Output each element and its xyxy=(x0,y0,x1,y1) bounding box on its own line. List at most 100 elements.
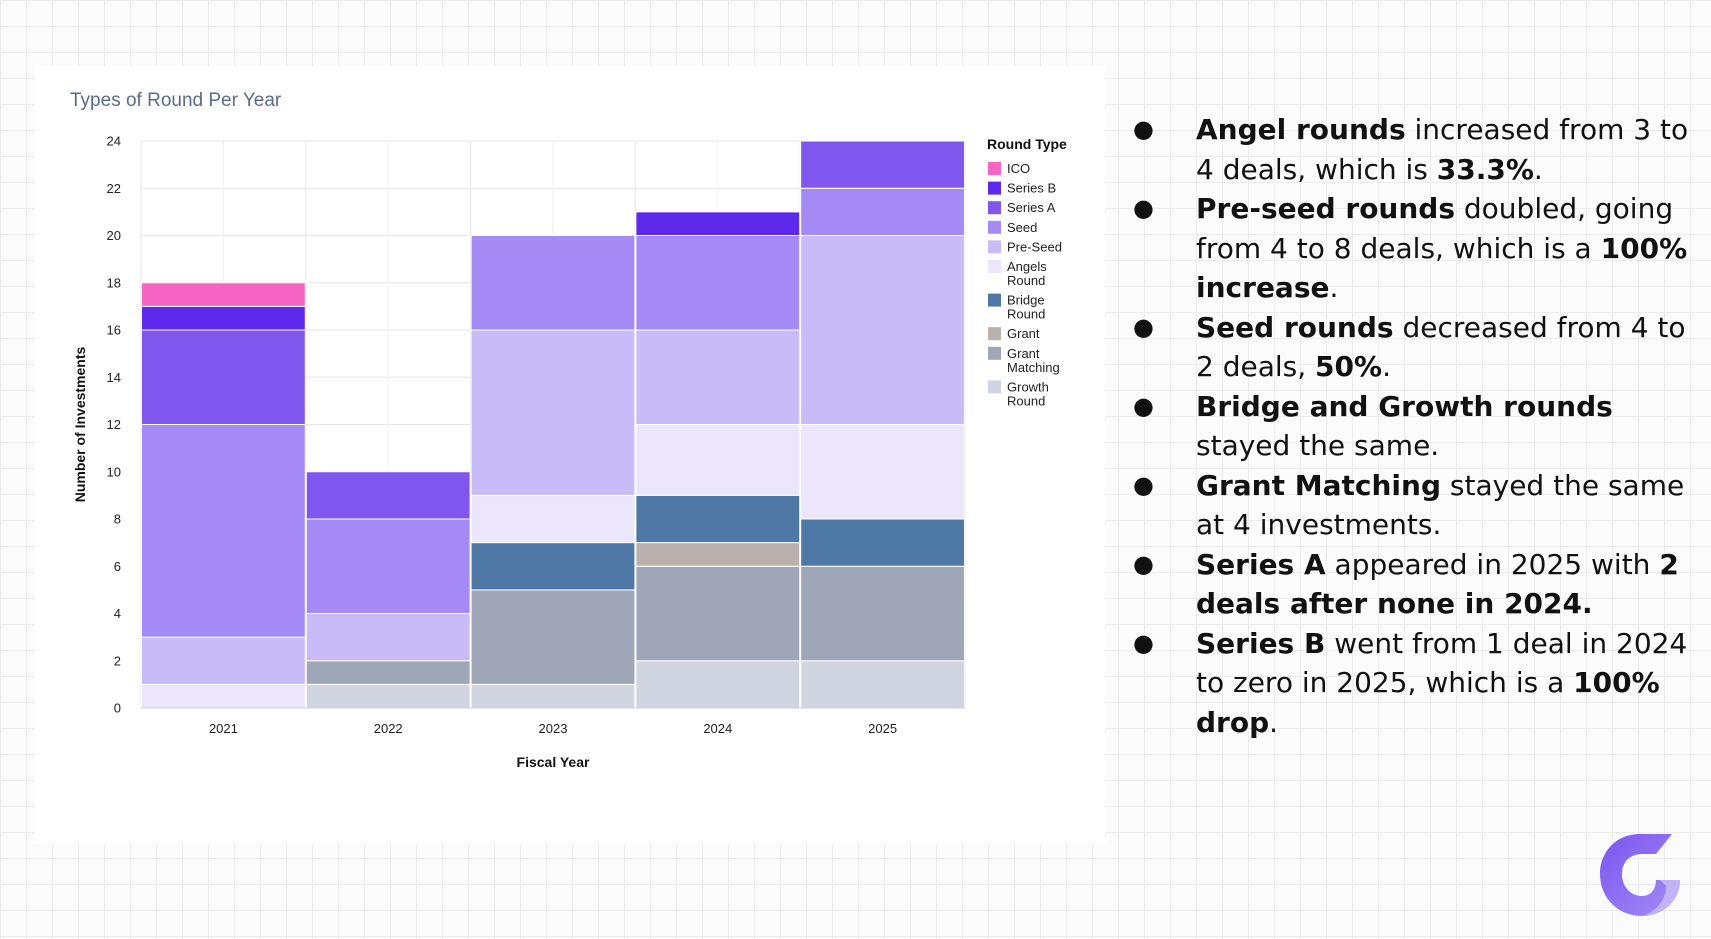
y-tick-label: 10 xyxy=(107,464,121,479)
bar-segment-2023-pre-seed xyxy=(470,329,636,496)
legend-label-seed: Seed xyxy=(1007,220,1037,235)
bar-segment-2023-grant-matching xyxy=(470,589,636,685)
bar-segment-2021-pre-seed xyxy=(141,636,306,685)
bar-segment-2022-growth-round xyxy=(305,683,471,709)
bar-segment-2024-seed xyxy=(635,235,801,331)
legend-swatch-grant xyxy=(988,327,1001,341)
insight-metric: 50% xyxy=(1315,350,1383,383)
bar-segment-2025-seed xyxy=(800,187,966,236)
bullet-icon: ● xyxy=(1133,391,1154,420)
insights-list: ● Angel rounds increased from 3 to 4 deal… xyxy=(1133,110,1693,742)
bullet-icon: ● xyxy=(1133,470,1154,499)
insight-item: ● Series B went from 1 deal in 2024 to ze… xyxy=(1133,624,1693,743)
bar-segment-2023-seed xyxy=(470,235,636,331)
y-tick-label: 12 xyxy=(107,417,121,432)
y-tick-label: 20 xyxy=(107,228,121,243)
legend-swatch-pre-seed xyxy=(988,240,1001,254)
insight-text: appeared in 2025 with xyxy=(1325,547,1660,581)
bar-segment-2023-growth-round xyxy=(470,683,636,709)
legend-label-growth-round: Round xyxy=(1007,393,1045,408)
bar-segment-2021-seed xyxy=(141,424,306,638)
y-tick-label: 22 xyxy=(107,181,121,196)
x-tick-label: 2024 xyxy=(703,721,732,736)
bar-segment-2024-grant-matching xyxy=(635,565,801,662)
insight-text: doubled, going from 4 to 8 deals, which … xyxy=(1196,192,1674,265)
chart-card: Types of Round Per Year 0 2 4 6 8 10 12 14 16 18 2… xyxy=(35,66,1105,844)
bullet-icon: ● xyxy=(1133,549,1154,578)
bar-segment-2025-angels-round xyxy=(800,424,966,520)
legend-swatch-bridge-round xyxy=(988,293,1001,307)
bullet-icon: ● xyxy=(1133,312,1154,341)
bar-segment-2025-grant-matching xyxy=(800,565,966,662)
bar-segment-2022-series-a xyxy=(305,471,471,520)
insight-item: ● Grant Matching stayed the same at 4 inv… xyxy=(1133,466,1693,545)
y-tick-label: 0 xyxy=(114,701,121,716)
bar-segment-2025-series-a xyxy=(800,140,966,189)
legend-label-growth-round: Growth xyxy=(1007,379,1049,394)
bar-segment-2024-pre-seed xyxy=(635,329,801,425)
legend-label-series-a: Series A xyxy=(1007,200,1056,215)
bar-segment-2021-series-b xyxy=(141,305,306,331)
bar-segment-2022-grant-matching xyxy=(305,660,471,685)
bar-segment-2024-grant xyxy=(635,542,801,567)
legend-label-series-b: Series B xyxy=(1007,181,1056,196)
legend-swatch-angels-round xyxy=(988,260,1001,273)
bar-segment-2025-pre-seed xyxy=(800,235,966,425)
bar-segment-2025-bridge-round xyxy=(800,518,966,567)
insight-highlight: Pre-seed rounds xyxy=(1196,192,1455,225)
x-tick-label: 2022 xyxy=(374,721,403,736)
bar-segment-2021-angels-round xyxy=(141,683,306,709)
insight-item: ● Seed rounds decreased from 4 to 2 deals… xyxy=(1133,308,1693,387)
bar-segment-2024-growth-round xyxy=(635,660,801,709)
legend-label-pre-seed: Pre-Seed xyxy=(1007,239,1062,254)
bar-segment-2021-ico xyxy=(141,282,306,307)
legend-label-bridge-round: Bridge xyxy=(1007,293,1045,308)
legend-label-angels-round: Angels xyxy=(1007,259,1047,274)
x-tick-label: 2023 xyxy=(539,721,568,736)
bullet-icon: ● xyxy=(1133,194,1154,222)
x-tick-label: 2021 xyxy=(209,721,238,736)
legend-title: Round Type xyxy=(987,136,1067,152)
legend-label-ico: ICO xyxy=(1007,161,1030,176)
insight-highlight: Seed rounds xyxy=(1196,310,1394,344)
insight-highlight: Bridge and Growth rounds xyxy=(1196,389,1613,423)
chart-title: Types of Round Per Year xyxy=(70,90,282,111)
insight-item: ● Series A appeared in 2025 with 2 deals … xyxy=(1133,545,1693,624)
y-axis-title: Number of Investments xyxy=(72,346,88,502)
insight-metric: 2 deals after none in 2024. xyxy=(1196,547,1679,621)
insight-metric: 33.3% xyxy=(1436,152,1534,186)
brand-logo-icon xyxy=(1600,834,1680,916)
bar-segment-2024-bridge-round xyxy=(635,494,801,544)
insight-text: stayed the same. xyxy=(1196,429,1440,462)
legend-label-grant-matching: Grant xyxy=(1007,346,1040,361)
insight-text-end: . xyxy=(1329,271,1339,304)
y-tick-label: 4 xyxy=(114,606,121,621)
x-tick-label: 2025 xyxy=(868,721,897,736)
bar-segment-2023-angels-round xyxy=(470,494,636,544)
bar-segment-2025-growth-round xyxy=(800,660,966,709)
bullet-icon: ● xyxy=(1133,628,1154,657)
insight-highlight: Angel rounds xyxy=(1196,113,1406,146)
y-tick-label: 6 xyxy=(114,559,121,574)
insight-highlight: Series A xyxy=(1196,547,1326,581)
legend-swatch-grant-matching xyxy=(988,346,1001,360)
bar-segment-2022-seed xyxy=(305,518,471,614)
bullet-icon: ● xyxy=(1133,115,1154,143)
y-tick-label: 16 xyxy=(107,323,121,338)
legend-label-angels-round: Round xyxy=(1007,273,1045,288)
legend-swatch-growth-round xyxy=(988,380,1001,394)
bar-segment-2024-series-b xyxy=(635,211,801,236)
legend-label-grant-matching: Matching xyxy=(1007,360,1060,375)
insight-text-end: . xyxy=(1269,705,1279,739)
insight-text: decreased from 4 to 2 deals, xyxy=(1196,310,1686,384)
legend-swatch-series-b xyxy=(988,181,1001,195)
y-tick-label: 2 xyxy=(114,653,121,668)
x-axis-title: Fiscal Year xyxy=(517,754,590,770)
insight-text: increased from 3 to 4 deals, which is xyxy=(1196,113,1689,186)
bar-segment-2021-series-a xyxy=(141,329,306,425)
legend-label-grant: Grant xyxy=(1007,326,1040,341)
insight-item: ● Bridge and Growth rounds stayed the sam… xyxy=(1133,387,1693,466)
insight-text-end: . xyxy=(1382,350,1391,383)
insight-highlight: Grant Matching xyxy=(1196,468,1441,502)
